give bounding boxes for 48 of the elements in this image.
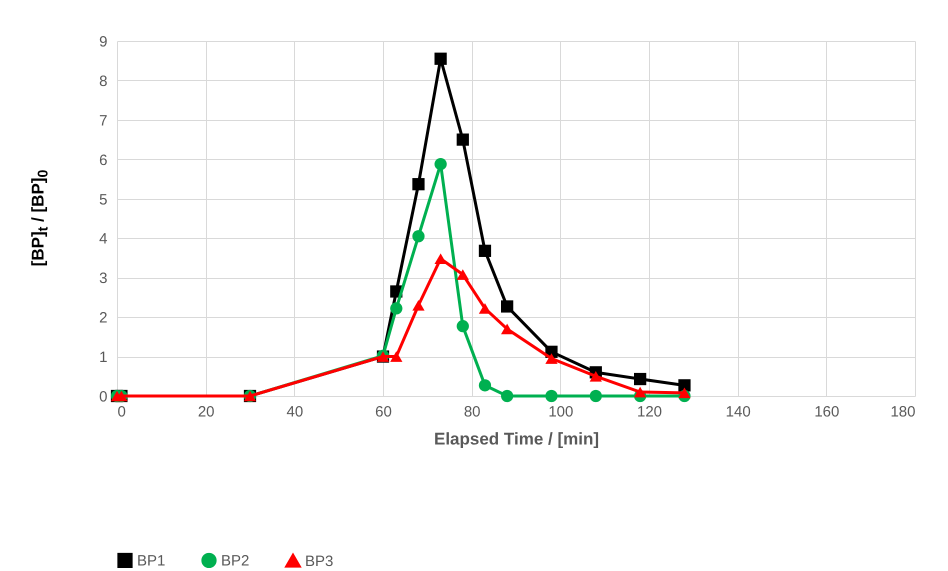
point — [390, 351, 402, 362]
point — [545, 353, 558, 364]
legend-label: BP1 — [137, 552, 166, 570]
y-tick-label: 2 — [99, 310, 108, 327]
point — [634, 372, 646, 386]
x-tick-label: 100 — [548, 404, 574, 420]
point — [390, 302, 402, 315]
point — [478, 244, 492, 257]
point — [434, 52, 447, 65]
x-tick-label: 80 — [464, 404, 481, 420]
point — [678, 388, 691, 398]
point — [590, 370, 602, 382]
x-tick-label: 160 — [814, 404, 840, 420]
x-tick-label: 140 — [726, 404, 751, 420]
point — [634, 386, 646, 398]
point — [590, 390, 602, 402]
x-tick-label: 120 — [636, 404, 662, 420]
point — [412, 178, 425, 190]
x-tick-label: 0 — [118, 404, 126, 420]
legend-label: BP2 — [221, 552, 250, 570]
point — [456, 320, 469, 332]
point — [412, 230, 425, 242]
y-tick-label: 8 — [99, 72, 108, 90]
x-tick-label: 180 — [890, 404, 916, 420]
y-tick-label: 7 — [99, 112, 108, 130]
x-tick-label: 40 — [286, 404, 304, 420]
point — [412, 300, 425, 311]
point — [478, 379, 492, 392]
x-axis-title: Elapsed Time / [min] — [434, 430, 600, 448]
point — [678, 379, 691, 392]
y-tick-label: 6 — [99, 152, 108, 169]
point — [434, 253, 447, 264]
y-tick-label: 3 — [99, 270, 108, 288]
y-tick-label: 0 — [99, 388, 108, 406]
y-tick-label: 9 — [99, 34, 108, 50]
point — [456, 269, 469, 280]
x-tick-label: 60 — [375, 404, 392, 420]
x-tick-label: 20 — [198, 404, 215, 420]
point — [501, 390, 514, 402]
legend-label: BP3 — [305, 552, 334, 570]
point — [434, 158, 447, 170]
point — [456, 133, 469, 146]
y-tick-label: 4 — [99, 230, 108, 248]
point — [501, 300, 514, 313]
y-tick-label: 1 — [99, 349, 108, 366]
point — [545, 390, 558, 402]
point — [501, 324, 514, 334]
y-tick-label: 5 — [99, 191, 108, 208]
